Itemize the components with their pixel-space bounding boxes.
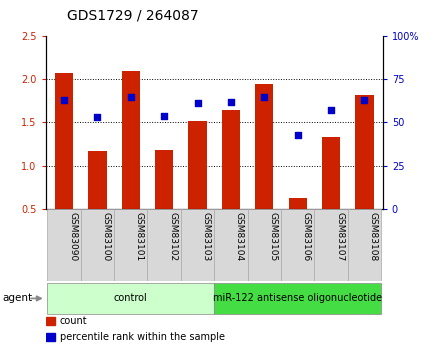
Text: control: control [114,293,147,303]
Bar [214,209,247,281]
Bar [321,137,339,252]
Point [227,99,234,105]
Bar [88,151,106,252]
Text: GDS1729 / 264087: GDS1729 / 264087 [67,8,199,22]
Point [260,94,267,99]
Bar [81,209,114,281]
Bar [147,209,181,281]
Text: GSM83090: GSM83090 [68,212,77,262]
Point [60,97,67,103]
Point [160,113,167,118]
Bar [314,209,347,281]
Bar [122,71,140,252]
Text: GSM83101: GSM83101 [135,212,144,262]
Bar [247,209,280,281]
Bar [114,209,147,281]
Bar [188,121,206,252]
Bar [46,333,55,341]
Point [194,101,201,106]
Point [94,115,101,120]
Point [293,132,300,137]
Point [327,108,334,113]
Text: count: count [60,316,87,326]
Bar [47,283,214,314]
Bar [155,150,173,252]
Text: GSM83100: GSM83100 [101,212,110,262]
Text: GSM83103: GSM83103 [201,212,210,262]
Bar [181,209,214,281]
Text: GSM83108: GSM83108 [368,212,377,262]
Point [127,94,134,99]
Bar [347,209,380,281]
Bar [254,83,273,252]
Text: GSM83104: GSM83104 [234,212,243,262]
Text: GSM83105: GSM83105 [268,212,276,262]
Bar [355,95,373,252]
Bar [55,73,73,252]
Text: percentile rank within the sample: percentile rank within the sample [60,332,224,342]
Text: agent: agent [2,293,32,303]
Text: GSM83107: GSM83107 [334,212,343,262]
Text: GSM83102: GSM83102 [168,212,177,262]
Point [360,97,367,103]
Bar [214,283,380,314]
Text: GSM83106: GSM83106 [301,212,310,262]
Text: miR-122 antisense oligonucleotide: miR-122 antisense oligonucleotide [213,293,381,303]
Bar [288,197,306,252]
Bar [221,109,240,252]
Bar [47,209,81,281]
Bar [46,317,55,325]
Bar [280,209,314,281]
